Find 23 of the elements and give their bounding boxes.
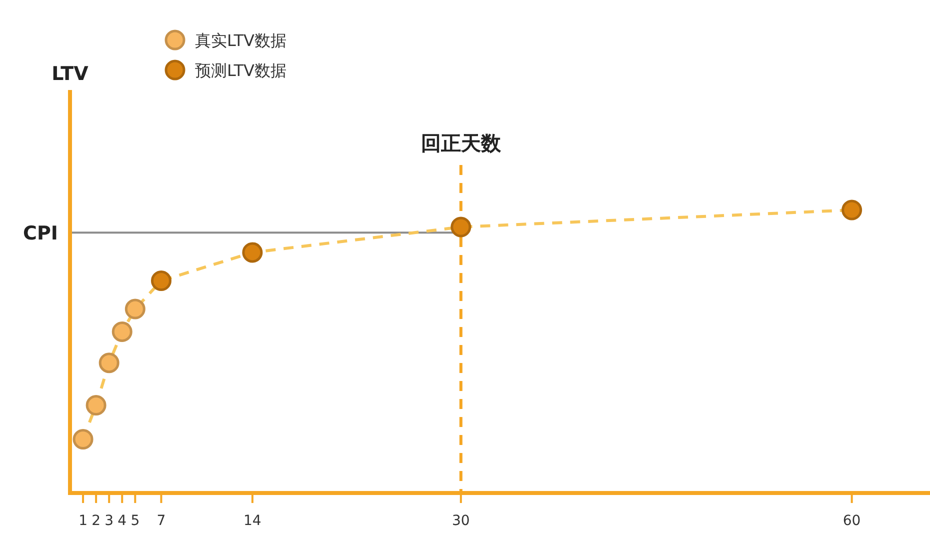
text: LTV — [52, 63, 89, 85]
ref-line-label: CPI — [23, 222, 58, 245]
point — [242, 242, 263, 263]
legend-label: 真实LTV数据 — [195, 31, 286, 50]
legend-label: 预测LTV数据 — [195, 61, 286, 80]
ref-line-label: 回正天数 — [420, 131, 502, 155]
point — [842, 200, 862, 220]
point — [86, 395, 106, 416]
point — [124, 298, 146, 320]
x-tick-label: 60 — [842, 513, 861, 529]
point — [72, 428, 94, 450]
x-tick-label: 4 — [118, 513, 127, 529]
x-tick-label: 1 — [78, 513, 88, 529]
x-tick-label: 5 — [130, 513, 140, 529]
x-tick-label: 30 — [452, 513, 470, 529]
x-tick-label: 3 — [104, 513, 114, 529]
x-tick-label: 7 — [156, 513, 166, 529]
point — [98, 352, 120, 374]
x-tick-label: 2 — [92, 513, 101, 529]
point — [112, 321, 132, 342]
point — [150, 270, 172, 291]
point — [450, 216, 472, 238]
x-tick-label: 14 — [244, 513, 262, 529]
